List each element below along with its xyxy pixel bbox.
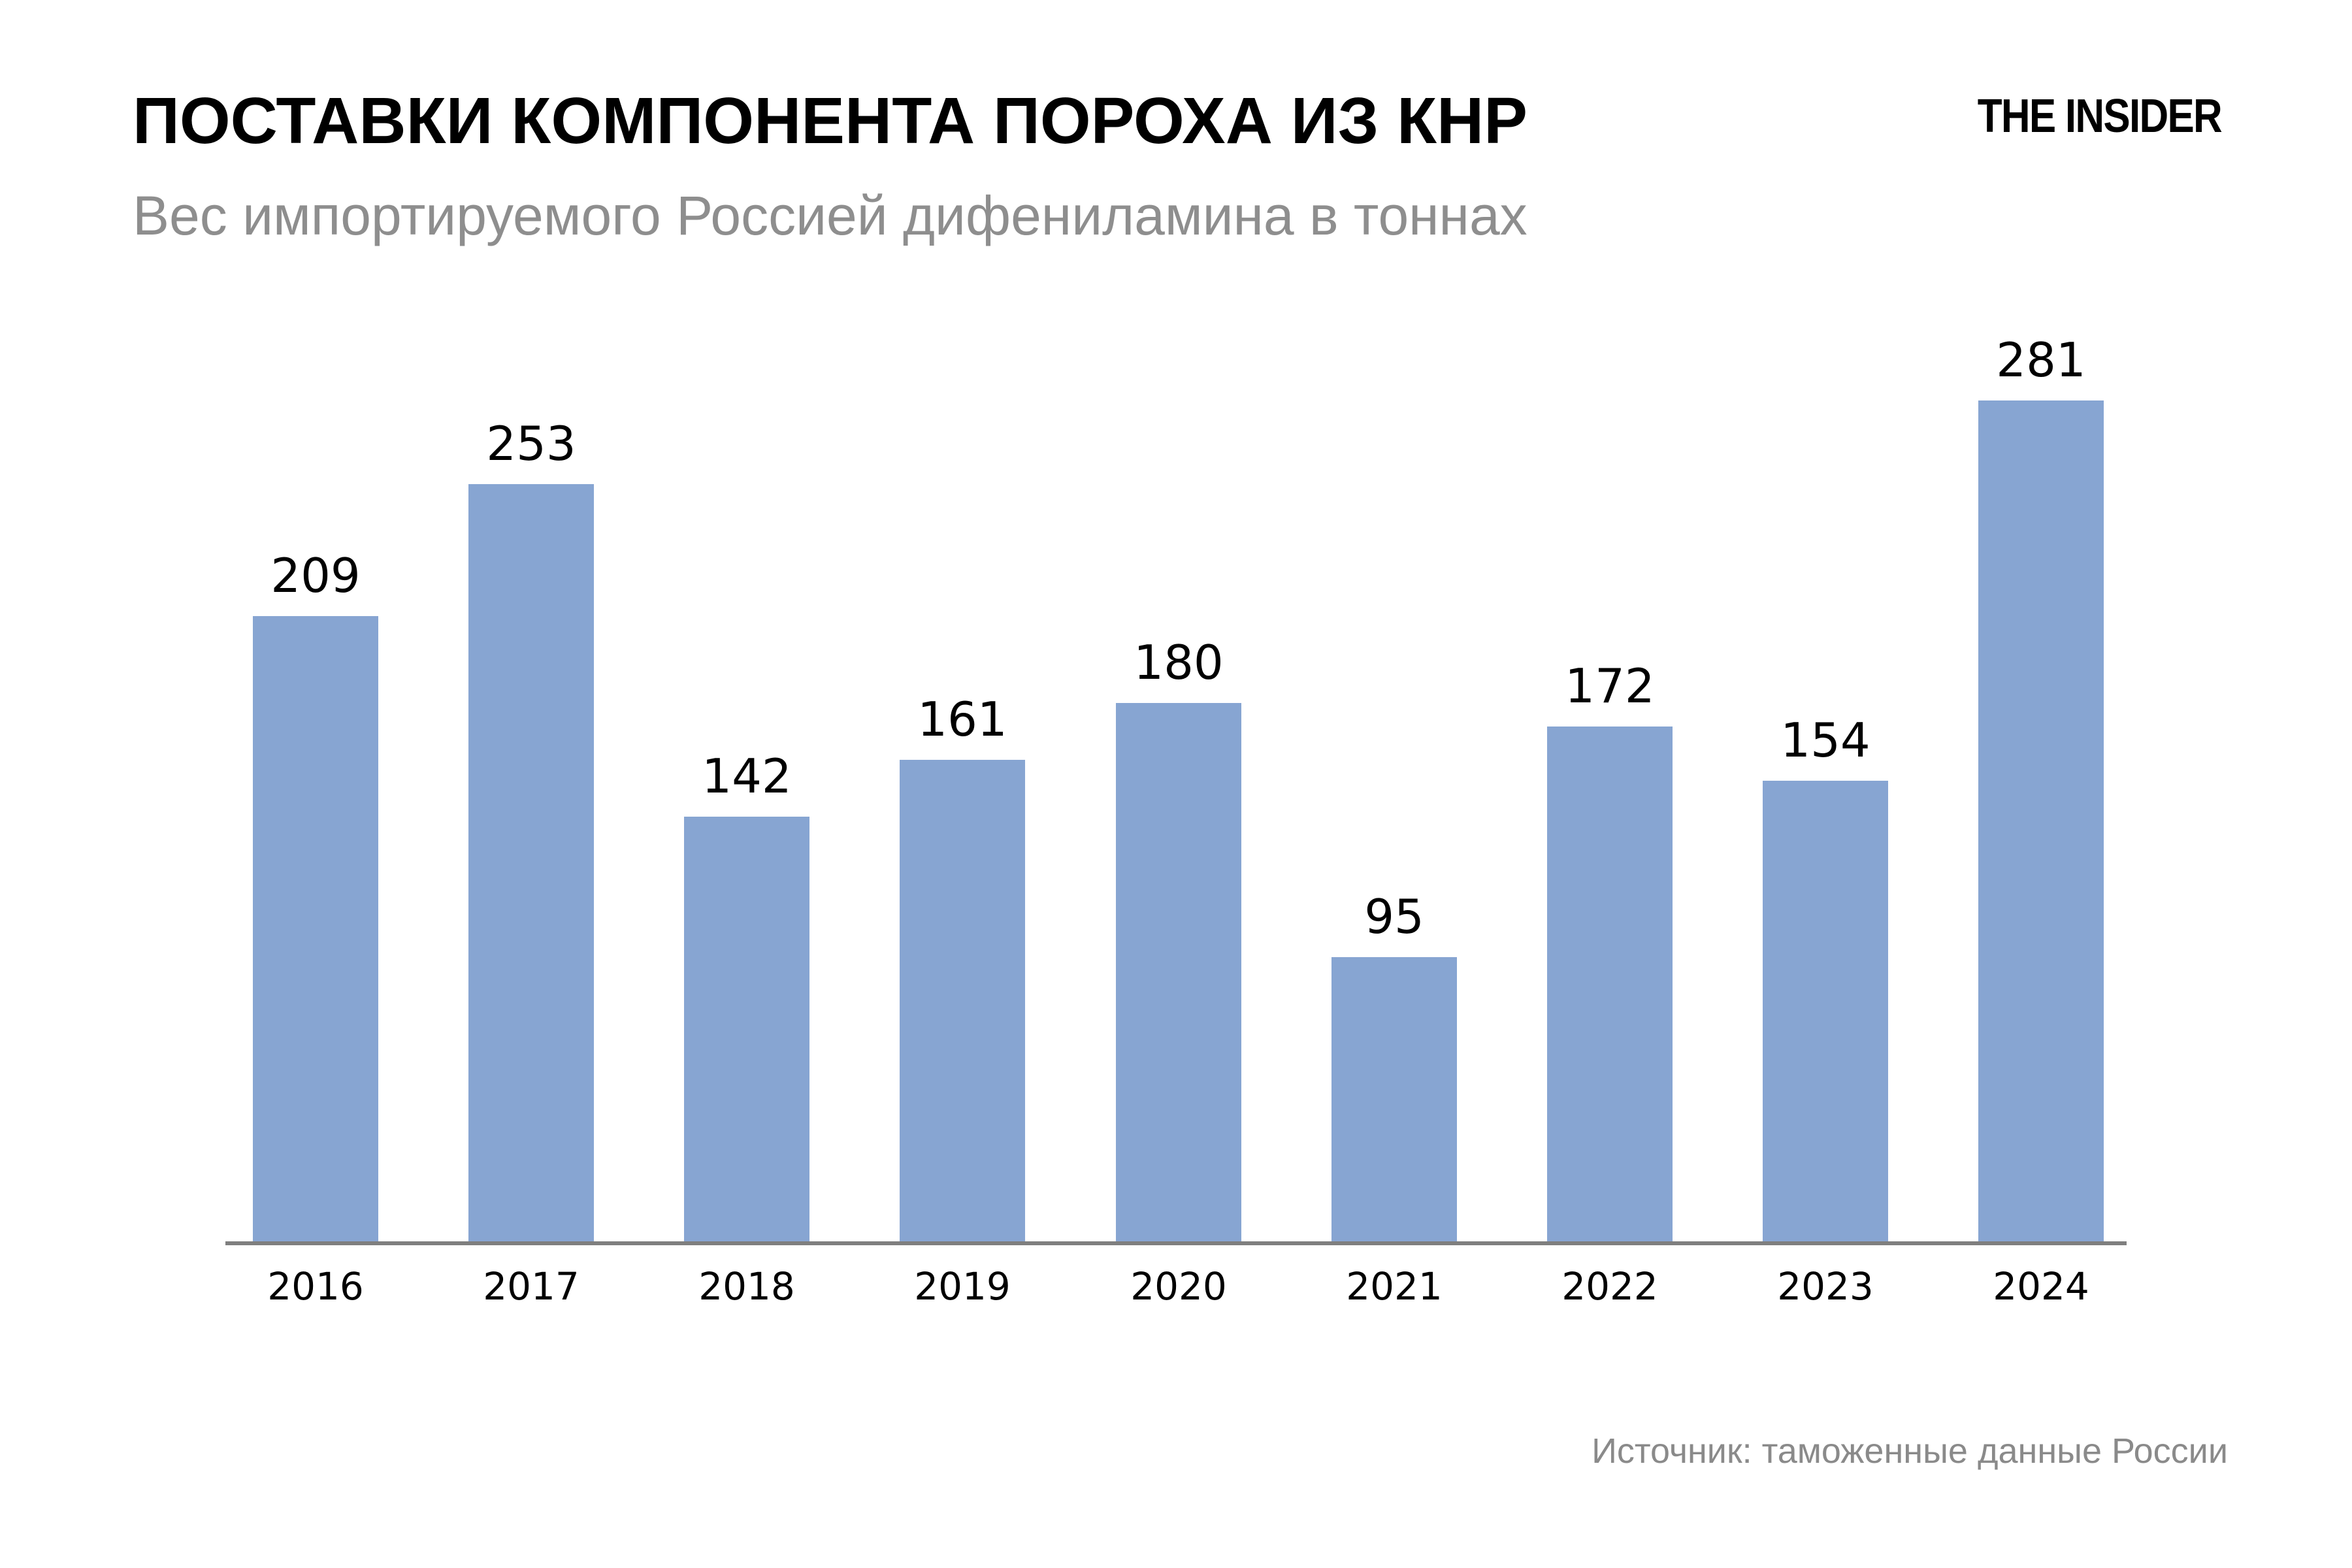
bar-2021: [1331, 957, 1457, 1241]
x-tick-label-2024: 2024: [1993, 1264, 2089, 1309]
x-tick-label-2020: 2020: [1130, 1264, 1227, 1309]
x-axis-line: [225, 1241, 2127, 1245]
chart-subtitle: Вес импортируемого Россией дифениламина …: [133, 185, 1527, 246]
x-tick-label-2017: 2017: [483, 1264, 580, 1309]
bar-2022: [1547, 727, 1673, 1241]
bar-value-label-2019: 161: [917, 692, 1007, 747]
bar-value-label-2018: 142: [702, 749, 792, 804]
bar-2020: [1116, 703, 1241, 1241]
chart-title: ПОСТАВКИ КОМПОНЕНТА ПОРОХА ИЗ КНР: [133, 84, 1527, 157]
source-note: Источник: таможенные данные России: [1592, 1431, 2228, 1471]
bar-value-label-2021: 95: [1364, 889, 1424, 944]
bar-2016: [253, 616, 378, 1241]
bar-2017: [468, 484, 594, 1241]
bar-value-label-2022: 172: [1565, 659, 1655, 713]
x-tick-label-2019: 2019: [914, 1264, 1011, 1309]
x-tick-label-2023: 2023: [1777, 1264, 1874, 1309]
bar-value-label-2017: 253: [486, 416, 576, 471]
bar-value-label-2020: 180: [1134, 635, 1224, 690]
bar-value-label-2023: 154: [1780, 713, 1870, 768]
x-tick-label-2021: 2021: [1346, 1264, 1443, 1309]
the-insider-logo: THE INSIDER: [1977, 90, 2223, 142]
x-tick-label-2022: 2022: [1561, 1264, 1658, 1309]
bar-2018: [684, 817, 809, 1241]
x-tick-label-2018: 2018: [698, 1264, 795, 1309]
bar-2023: [1763, 781, 1888, 1241]
bar-value-label-2024: 281: [1996, 333, 2086, 387]
bar-2019: [900, 760, 1025, 1241]
x-tick-label-2016: 2016: [267, 1264, 364, 1309]
bar-value-label-2016: 209: [270, 548, 361, 603]
bar-2024: [1978, 400, 2104, 1241]
